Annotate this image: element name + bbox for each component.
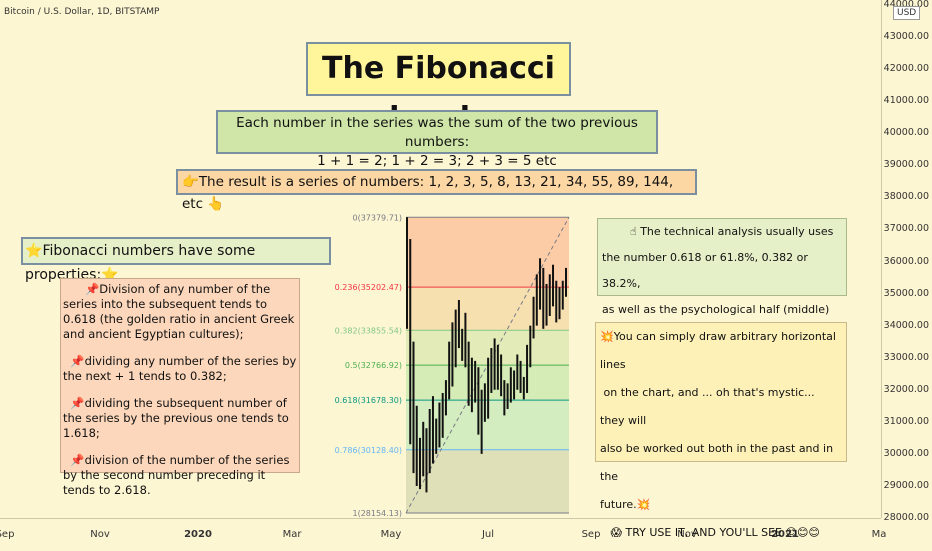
- price-tick: 28000.00: [883, 512, 929, 523]
- list-item: 📌Division of any number of the series in…: [63, 282, 295, 341]
- time-tick: 2021: [771, 529, 799, 540]
- pushpin-icon: 📌: [84, 282, 100, 296]
- scream-icon: 😱: [610, 526, 622, 539]
- time-tick: Sep: [0, 529, 15, 540]
- pointing-hand-up-icon: 👆: [207, 196, 225, 212]
- sum-box: Each number in the series was the sum of…: [216, 110, 658, 169]
- technical-analysis-box: ☝ The technical analysis usually uses th…: [597, 218, 847, 342]
- time-tick: Nov: [90, 529, 110, 540]
- star-icon: ⭐: [25, 243, 43, 259]
- mystic-line-4: future.💥: [600, 498, 651, 511]
- fib-band: [406, 217, 569, 288]
- title-box: The Fibonacci levels: [306, 42, 571, 136]
- mystic-box: 💥You can simply draw arbitrary horizonta…: [595, 322, 847, 539]
- series-box: 👉The result is a series of numbers: 1, 2…: [176, 169, 697, 212]
- price-tick: 36000.00: [883, 255, 929, 267]
- price-tick: 32000.00: [883, 383, 929, 395]
- price-tick: 44000.00: [883, 0, 929, 10]
- time-axis[interactable]: Sep Nov 2020 Mar May Jul Sep Nov 2021 Ma: [0, 518, 886, 551]
- price-tick: 31000.00: [883, 415, 929, 427]
- price-bars: [406, 217, 567, 493]
- fib-level-label: 0.236(35202.47): [335, 283, 402, 292]
- fib-level-label: 0.618(31678.30): [335, 396, 402, 405]
- time-tick: May: [380, 529, 402, 540]
- series-text: The result is a series of numbers: 1, 2,…: [182, 174, 674, 212]
- smile-icon: 😊😊😊: [785, 526, 820, 539]
- time-tick: Mar: [282, 529, 302, 540]
- time-tick: Nov: [677, 529, 697, 540]
- properties-list: 📌Division of any number of the series in…: [60, 278, 300, 497]
- price-tick: 30000.00: [883, 447, 929, 459]
- explosion-icon: 💥: [600, 330, 614, 343]
- price-tick: 34000.00: [883, 319, 929, 331]
- price-tick: 29000.00: [883, 479, 929, 491]
- time-tick: Sep: [581, 529, 601, 540]
- explosion-icon: 💥: [636, 498, 651, 511]
- price-tick: 39000.00: [883, 159, 929, 171]
- price-tick: 41000.00: [883, 95, 929, 107]
- list-item: 📌dividing any number of the series by th…: [63, 354, 297, 383]
- price-tick: 33000.00: [883, 351, 929, 363]
- pushpin-icon: 📌: [70, 354, 85, 368]
- fib-band: [406, 287, 569, 331]
- fib-level-label: 0.5(32766.92): [345, 361, 402, 370]
- time-tick: 2020: [184, 529, 212, 540]
- time-tick: Jul: [481, 529, 495, 540]
- mystic-line-5: 😱 TRY USE IT, AND YOU'LL SEE 😊😊😊: [610, 526, 820, 539]
- price-tick: 37000.00: [883, 223, 929, 235]
- price-axis[interactable]: 44000.00 43000.00 42000.00 41000.00 40000.00…: [881, 0, 932, 523]
- price-tick: 40000.00: [883, 127, 929, 139]
- pushpin-icon: 📌: [70, 396, 85, 410]
- sum-line-2: 1 + 1 = 2; 1 + 2 = 3; 2 + 3 = 5 etc: [317, 153, 557, 169]
- properties-title-box: ⭐Fibonacci numbers have some properties:…: [21, 237, 331, 283]
- price-tick: 43000.00: [883, 31, 929, 43]
- price-tick: 35000.00: [883, 287, 929, 299]
- price-tick: 38000.00: [883, 191, 929, 203]
- list-item: 📌dividing the subsequent number of the s…: [63, 396, 289, 440]
- time-tick: Ma: [871, 529, 887, 540]
- mystic-line-1: 💥You can simply draw arbitrary horizonta…: [600, 330, 836, 371]
- symbol-title: Bitcoin / U.S. Dollar, 1D, BITSTAMP: [4, 7, 160, 17]
- index-up-icon: ☝: [629, 225, 637, 238]
- currency-button[interactable]: USD: [893, 6, 921, 20]
- fib-level-label: 0.786(30128.40): [335, 446, 402, 455]
- list-item: 📌division of the number of the series by…: [63, 453, 290, 497]
- ta-line-1: ☝ The technical analysis usually uses: [629, 225, 834, 238]
- pointing-hand-right-icon: 👉: [182, 174, 199, 190]
- price-tick: 42000.00: [883, 63, 929, 75]
- ta-line-2: the number 0.618 or 61.8%, 0.382 or 38.2…: [602, 251, 808, 290]
- fib-level-label: 0(37379.71): [352, 213, 402, 222]
- mystic-line-2: on the chart, and ... oh that's mystic..…: [600, 386, 815, 427]
- fib-level-label: 0.382(33855.54): [335, 326, 402, 335]
- fib-labels: 0(37379.71) 0.236(35202.47) 0.382(33855.54…: [335, 213, 402, 518]
- fib-level-label: 1(28154.13): [352, 509, 402, 518]
- mystic-line-3: also be worked out both in the past and …: [600, 442, 834, 483]
- sum-line-1: Each number in the series was the sum of…: [236, 115, 638, 150]
- pushpin-icon: 📌: [70, 453, 85, 467]
- fibonacci-chart: 0(37379.71) 0.236(35202.47) 0.382(33855.54…: [335, 213, 570, 518]
